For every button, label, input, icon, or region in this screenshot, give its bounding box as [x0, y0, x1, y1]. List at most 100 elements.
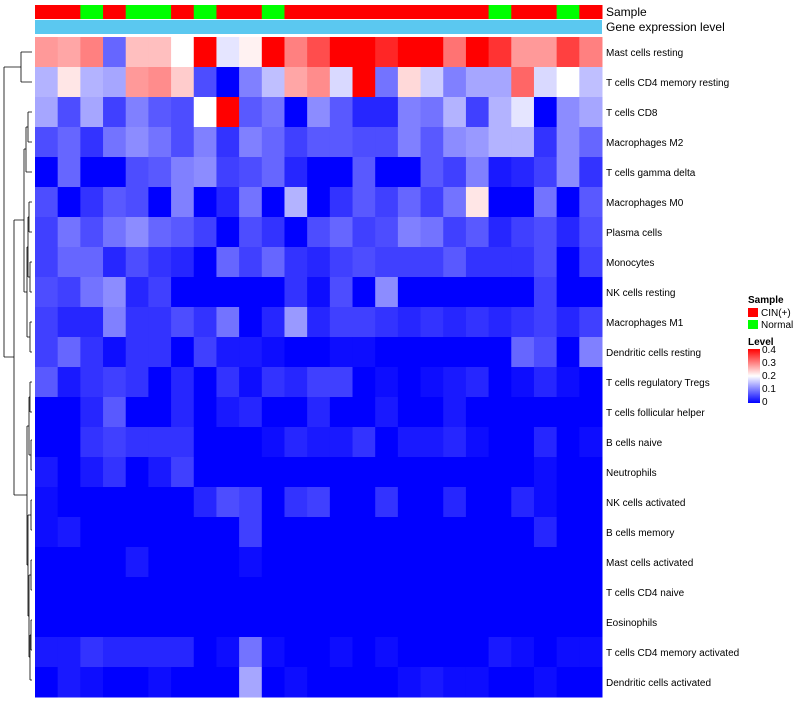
heatmap-cell: [307, 307, 331, 338]
heatmap-cell: [307, 517, 331, 548]
heatmap-cell: [35, 127, 59, 158]
heatmap-cell: [261, 247, 285, 278]
sample-annotation-cell: [125, 5, 149, 19]
heatmap-cell: [465, 187, 490, 218]
heatmap-cell: [35, 277, 59, 308]
heatmap-cell: [239, 157, 263, 188]
heatmap-cell: [511, 607, 535, 638]
heatmap-cell: [193, 97, 217, 128]
heatmap-cell: [80, 157, 104, 188]
heatmap-cell: [397, 487, 422, 518]
heatmap-cell: [80, 367, 104, 398]
heatmap-cell: [103, 277, 127, 308]
heatmap-cell: [261, 157, 285, 188]
heatmap-cell: [307, 247, 331, 278]
heatmap-cell: [533, 637, 558, 668]
heatmap-cell: [375, 637, 399, 668]
heatmap-cell: [375, 127, 399, 158]
heatmap-cell: [420, 37, 444, 68]
heatmap-cell: [239, 397, 263, 428]
heatmap-cell: [103, 97, 127, 128]
heatmap-cell: [57, 247, 81, 278]
heatmap-cell: [579, 547, 603, 578]
heatmap-cell: [35, 607, 59, 638]
heatmap-cells: [35, 37, 603, 698]
heatmap-cell: [261, 517, 285, 548]
heatmap-cell: [307, 367, 331, 398]
heatmap-cell: [284, 487, 308, 518]
level-tick-0: 0.4: [762, 345, 776, 356]
row-label: Plasma cells: [606, 228, 662, 239]
heatmap-cell: [397, 37, 422, 68]
heatmap-cell: [511, 217, 535, 248]
heatmap-cell: [375, 577, 399, 608]
heatmap-cell: [579, 97, 603, 128]
heatmap-cell: [307, 187, 331, 218]
level-legend-title: Level: [748, 337, 774, 348]
heatmap-cell: [352, 97, 376, 128]
heatmap-cell: [579, 367, 603, 398]
heatmap-cell: [511, 187, 535, 218]
heatmap-cell: [193, 367, 217, 398]
heatmap-cell: [80, 187, 104, 218]
heatmap-cell: [171, 307, 195, 338]
heatmap-cell: [35, 637, 59, 668]
heatmap-cell: [35, 547, 59, 578]
sample-annotation-cell: [216, 5, 240, 19]
heatmap-cell: [579, 277, 603, 308]
heatmap-cell: [511, 547, 535, 578]
heatmap-cell: [216, 67, 240, 98]
heatmap-cell: [57, 127, 81, 158]
heatmap-cell: [284, 637, 308, 668]
heatmap-cell: [375, 217, 399, 248]
heatmap-cell: [216, 547, 240, 578]
heatmap-cell: [103, 247, 127, 278]
heatmap-cell: [556, 37, 580, 68]
heatmap-cell: [125, 127, 149, 158]
heatmap-cell: [511, 667, 535, 698]
heatmap-cell: [375, 157, 399, 188]
heatmap-cell: [488, 217, 512, 248]
heatmap-cell: [397, 217, 422, 248]
heatmap-cell: [171, 217, 195, 248]
heatmap-cell: [284, 217, 308, 248]
heatmap-cell: [556, 637, 580, 668]
heatmap-cell: [261, 337, 285, 368]
heatmap-cell: [533, 337, 558, 368]
heatmap-cell: [125, 187, 149, 218]
heatmap-cell: [329, 277, 354, 308]
heatmap-cell: [511, 97, 535, 128]
heatmap-cell: [443, 607, 467, 638]
heatmap-cell: [239, 127, 263, 158]
heatmap-cell: [148, 67, 172, 98]
heatmap-cell: [171, 547, 195, 578]
heatmap-cell: [284, 307, 308, 338]
level-tick-4: 0: [762, 397, 768, 408]
heatmap-cell: [533, 547, 558, 578]
heatmap-cell: [171, 367, 195, 398]
heatmap-cell: [35, 247, 59, 278]
heatmap-cell: [556, 67, 580, 98]
heatmap-cell: [193, 307, 217, 338]
sample-annotation-cell: [443, 5, 467, 19]
level-tick-1: 0.3: [762, 358, 776, 369]
heatmap-cell: [443, 457, 467, 488]
heatmap-cell: [375, 37, 399, 68]
row-label: T cells CD4 naive: [606, 588, 685, 599]
heatmap-cell: [556, 457, 580, 488]
heatmap-cell: [193, 397, 217, 428]
heatmap-cell: [465, 307, 490, 338]
heatmap-cell: [103, 637, 127, 668]
heatmap-cell: [397, 397, 422, 428]
heatmap-cell: [125, 517, 149, 548]
heatmap-cell: [420, 367, 444, 398]
heatmap-cell: [284, 277, 308, 308]
heatmap-cell: [488, 367, 512, 398]
heatmap-cell: [579, 397, 603, 428]
heatmap-cell: [556, 97, 580, 128]
heatmap-cell: [57, 457, 81, 488]
sample-annotation-cell: [329, 5, 354, 19]
heatmap-cell: [352, 457, 376, 488]
heatmap-cell: [329, 97, 354, 128]
heatmap-cell: [488, 547, 512, 578]
